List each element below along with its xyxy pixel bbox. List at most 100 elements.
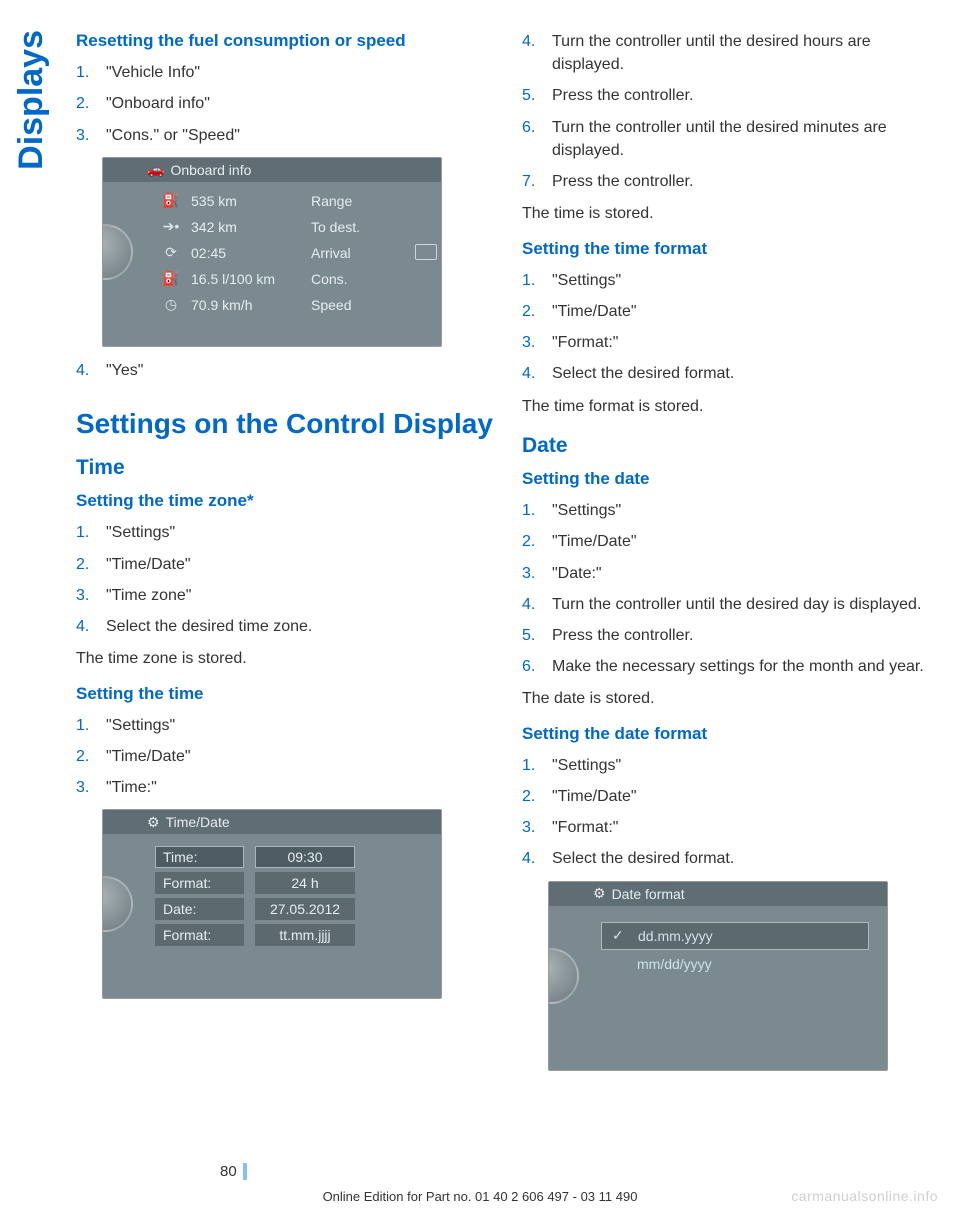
list-number: 3. (76, 584, 94, 607)
list-item: 3. "Date:" (522, 562, 940, 585)
heading-date-format: Setting the date format (522, 723, 940, 744)
gear-icon: ⚙ (593, 885, 606, 902)
list-number: 3. (76, 776, 94, 799)
screenshot-titlebar: ⚙ Time/Date (103, 810, 441, 834)
info-value: 02:45 (191, 245, 301, 261)
list-item: 5. Press the controller. (522, 624, 940, 647)
fuel-icon: ⛽ (161, 192, 181, 209)
fuel-icon: ⛽ (161, 270, 181, 287)
list-item: 4.Select the desired time zone. (76, 615, 494, 638)
info-label: Cons. (311, 271, 423, 287)
page-number-wrap: 80 (0, 1163, 960, 1180)
screenshot-rows: ⛽535 kmRange ➔• 342 km To dest. ⟳02:45Arri… (103, 182, 441, 324)
format-label: mm/dd/yyyy (637, 956, 712, 972)
list-text: "Settings" (106, 521, 175, 544)
list-text: "Date:" (552, 562, 602, 585)
list-item: 1."Settings" (76, 521, 494, 544)
setting-label: Format: (155, 872, 245, 894)
screenshot-title: Onboard info (170, 162, 251, 178)
onboard-info-screenshot: 🚗 Onboard info ⛽535 kmRange ➔• 342 km To d… (102, 157, 442, 347)
info-value: 16.5 l/100 km (191, 271, 301, 287)
list-item: 4."Yes" (76, 359, 494, 382)
list-text: Turn the controller until the desired da… (552, 593, 921, 616)
right-button-icon (415, 244, 437, 260)
setting-row: Format:24 h (155, 870, 423, 896)
list-number: 1. (522, 754, 540, 777)
list-item: 4.Turn the controller until the desired … (522, 30, 940, 76)
right-column: 4. Turn the controller until the desired … (522, 30, 940, 1083)
check-icon: ✓ (612, 927, 626, 944)
page-content: Resetting the fuel consumption or speed … (0, 0, 960, 1083)
list-number: 3. (522, 331, 540, 354)
watermark: carmanualsonline.info (791, 1188, 938, 1204)
list-text: "Settings" (552, 754, 621, 777)
list-text: Turn the controller until the desired ho… (552, 30, 940, 76)
timedate-screenshot: ⚙ Time/Date Time:09:30 Format:24 h Date:… (102, 809, 442, 999)
list-text: Press the controller. (552, 624, 693, 647)
info-label: Range (311, 193, 423, 209)
info-row: ⟳02:45Arrival (161, 240, 423, 266)
list-item: 5.Press the controller. (522, 84, 940, 107)
list-text: "Settings" (552, 269, 621, 292)
paragraph: The date is stored. (522, 688, 940, 710)
info-row: ⛽535 kmRange (161, 188, 423, 214)
list-text: Select the desired format. (552, 362, 734, 385)
list-number: 3. (522, 562, 540, 585)
info-value: 342 km (191, 219, 301, 235)
list-number: 6. (522, 116, 540, 162)
list-number: 2. (522, 785, 540, 808)
list-item: 3."Format:" (522, 816, 940, 839)
list-item: 3."Cons." or "Speed" (76, 124, 494, 147)
gear-icon: ⚙ (147, 814, 160, 831)
list-number: 5. (522, 84, 540, 107)
info-label: To dest. (311, 219, 423, 235)
list-number: 4. (76, 615, 94, 638)
heading-set-time: Setting the time (76, 683, 494, 704)
list-number: 1. (76, 61, 94, 84)
list-item: 2. "Time/Date" (522, 530, 940, 553)
info-row: ➔• 342 km To dest. (161, 214, 423, 240)
dest-icon: ➔• (161, 218, 181, 235)
list-text: "Time/Date" (552, 785, 637, 808)
list-timezone: 1."Settings" 2."Time/Date" 3."Time zone"… (76, 521, 494, 638)
list-text: "Yes" (106, 359, 143, 382)
list-item: 2."Time/Date" (76, 553, 494, 576)
list-set-time-cont: 4.Turn the controller until the desired … (522, 30, 940, 193)
heading-timezone: Setting the time zone* (76, 490, 494, 511)
list-item: 1."Settings" (522, 499, 940, 522)
list-number: 4. (522, 593, 540, 616)
list-number: 1. (76, 714, 94, 737)
list-item: 4.Select the desired format. (522, 362, 940, 385)
paragraph: The time zone is stored. (76, 648, 494, 670)
list-item: 1."Settings" (522, 269, 940, 292)
setting-label: Date: (155, 898, 245, 920)
list-text: Press the controller. (552, 170, 693, 193)
format-option-selected: ✓dd.mm.yyyy (601, 922, 869, 950)
list-number: 2. (522, 530, 540, 553)
list-text: "Onboard info" (106, 92, 210, 115)
page-number: 80 (220, 1163, 247, 1180)
list-item: 4. Turn the controller until the desired … (522, 593, 940, 616)
paragraph: The time format is stored. (522, 396, 940, 418)
info-row: ⛽ 16.5 l/100 km Cons. (161, 266, 423, 292)
list-text: "Time/Date" (552, 530, 637, 553)
list-number: 4. (522, 847, 540, 870)
list-item: 1. "Settings" (522, 754, 940, 777)
heading-time: Time (76, 456, 494, 480)
list-reset-cont: 4."Yes" (76, 359, 494, 382)
list-number: 2. (76, 92, 94, 115)
list-item: 3."Time:" (76, 776, 494, 799)
paragraph: The time is stored. (522, 203, 940, 225)
heading-time-format: Setting the time format (522, 238, 940, 259)
list-item: 3."Time zone" (76, 584, 494, 607)
setting-value: 27.05.2012 (255, 898, 355, 920)
screenshot-titlebar: 🚗 Onboard info (103, 158, 441, 182)
list-text: "Time/Date" (552, 300, 637, 323)
list-text: "Vehicle Info" (106, 61, 200, 84)
list-number: 5. (522, 624, 540, 647)
heading-date: Date (522, 434, 940, 458)
dateformat-screenshot: ⚙ Date format ✓dd.mm.yyyy mm/dd/yyyy (548, 881, 888, 1071)
list-item: 4.Select the desired format. (522, 847, 940, 870)
heading-settings-control-display: Settings on the Control Display (76, 408, 494, 440)
list-date-format: 1. "Settings" 2. "Time/Date" 3."Format:" 4… (522, 754, 940, 871)
